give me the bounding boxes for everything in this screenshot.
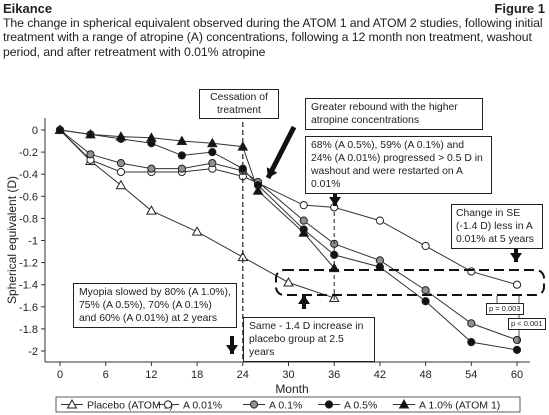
chart-annotations-graphics [226,122,545,362]
chart-series-lines [59,129,518,351]
change-se-arrow-head [510,253,522,262]
chart-axes: 0 -0.2 -0.4 -0.6 -0.8 -1 -1.2 -1.4 -1.6 -1.8 -2 0 6 1… [5,118,530,396]
series-line [59,129,335,269]
x-tick-label: 6 [103,369,109,381]
data-point [85,128,96,139]
data-point [421,241,430,251]
legend-marker [163,400,173,409]
legend-label: A 0.1% [269,400,302,412]
highlight-box [275,269,545,296]
legend-label: A 0.01% [183,400,222,412]
data-point [467,319,476,328]
rebound-arrow [265,125,297,180]
data-point [116,167,126,177]
legend-label: Placebo (ATOM 1) [87,400,173,412]
placebo-arrow-head [298,295,310,304]
legend-marker [324,400,334,409]
data-point [191,226,203,236]
data-point [467,338,476,347]
data-point [375,216,384,225]
data-point [421,286,430,295]
brand-name: Eikance [3,1,53,16]
data-point [146,132,157,142]
y-tick-label: -1.4 [19,280,38,292]
data-point [116,159,126,168]
legend-marker [66,398,78,409]
data-point [176,135,188,146]
x-tick-label: 30 [282,369,294,381]
y-tick-label: -0.2 [19,147,38,159]
data-point [208,159,217,168]
x-tick-label: 18 [191,369,203,381]
x-tick-label: 36 [328,369,340,381]
data-point [467,267,476,276]
y-tick-label: -0.8 [19,213,38,225]
chart-legend: Placebo (ATOM 1) A 0.01% A 0.1% A 0.5% A 1.0… [55,396,521,413]
legend-label: A 1.0% (ATOM 1) [419,400,500,412]
data-point [115,131,127,141]
figure-label: Figure 1 [494,1,545,16]
myopia-annotation: Myopia slowed by 80% (A 1.0%), 75% (A 0.… [73,283,237,328]
data-point [206,137,218,148]
progressed-arrow-head [329,197,341,206]
y-tick-label: -1.2 [19,258,38,270]
data-point [54,124,66,134]
data-point [512,345,522,354]
placebo-annotation: Same - 1.4 D increase in placebo group a… [243,317,375,362]
rebound-annotation: Greater rebound with the higher atropine… [305,98,483,130]
myopia-arrow-head [226,345,238,354]
p-value-003: p = 0.003 [486,303,524,315]
y-tick-label: -2 [28,346,38,358]
y-tick-label: -0.4 [19,169,38,181]
data-point [208,148,217,157]
p-value-001: p < 0.001 [508,318,546,330]
data-point [298,227,310,237]
legend-marker [249,400,259,409]
figure-description: The change in spherical equivalent obser… [3,16,543,59]
data-point [375,256,384,265]
x-tick-label: 12 [145,369,157,381]
data-point [283,276,294,287]
y-tick-label: -1.6 [19,302,38,314]
x-tick-label: 60 [511,369,523,381]
y-tick-label: -1.8 [19,324,38,336]
x-tick-label: 24 [237,369,249,381]
x-tick-label: 0 [57,369,63,381]
data-point [86,150,95,159]
legend-label: A 0.5% [344,400,377,412]
data-point [252,185,264,195]
data-point [421,297,430,306]
data-point [115,179,127,190]
series-line [59,129,335,299]
data-point [177,151,186,160]
series-line [59,129,518,351]
x-tick-label: 54 [465,369,477,381]
y-tick-label: -1 [28,236,38,248]
data-point [299,216,308,225]
x-axis-label: Month [275,382,308,396]
data-point [512,280,522,289]
data-point [177,164,186,173]
change-se-annotation: Change in SE (-1.4 D) less in A 0.01% at… [451,204,543,249]
y-axis-label: Spherical equivalent (D) [5,176,19,304]
y-tick-label: 0 [32,125,38,137]
cessation-annotation: Cessation of treatment [199,89,279,119]
data-point [146,205,157,215]
legend-marker [398,398,410,409]
data-point [512,335,522,345]
data-point [299,201,308,210]
series-line [59,129,518,286]
y-tick-label: -0.6 [19,191,38,203]
x-tick-label: 42 [374,369,386,381]
progressed-annotation: 68% (A 0.5%), 59% (A 0.1%) and 24% (A 0.… [305,136,492,194]
rebound-arrow-head [266,167,278,178]
data-point [147,164,156,173]
x-tick-label: 48 [419,369,431,381]
